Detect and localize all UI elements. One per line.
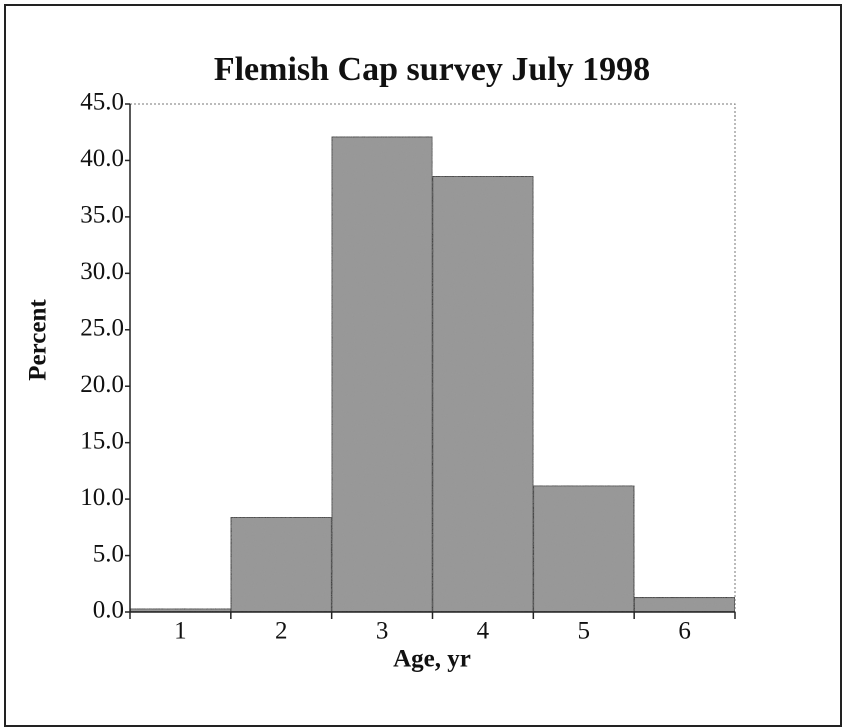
y-tick-label: 10.0 (80, 484, 124, 511)
x-tick-label: 1 (174, 618, 187, 645)
x-tick-label: 4 (477, 618, 490, 645)
bar (230, 516, 333, 613)
bar (330, 135, 434, 613)
y-tick-label: 40.0 (80, 145, 124, 172)
y-axis-label: Percent (25, 299, 52, 381)
x-tick-label: 2 (275, 618, 288, 645)
x-tick-label: 6 (678, 618, 691, 645)
x-tick-label: 3 (376, 618, 389, 645)
chart-title: Flemish Cap survey July 1998 (214, 51, 650, 88)
y-tick-label: 15.0 (80, 427, 124, 454)
y-tick-label: 45.0 (80, 89, 124, 116)
bar (532, 484, 635, 613)
x-tick-label: 5 (578, 618, 591, 645)
y-tick-label: 5.0 (93, 540, 124, 567)
bar (633, 596, 736, 613)
frame (4, 4, 842, 727)
y-tick-label: 0.0 (93, 597, 124, 624)
x-axis-label: Age, yr (393, 646, 471, 673)
y-tick-label: 20.0 (80, 371, 124, 398)
y-tick-label: 35.0 (80, 202, 124, 229)
bar (431, 175, 535, 613)
y-tick-label: 30.0 (80, 258, 124, 285)
y-tick-label: 25.0 (80, 315, 124, 342)
